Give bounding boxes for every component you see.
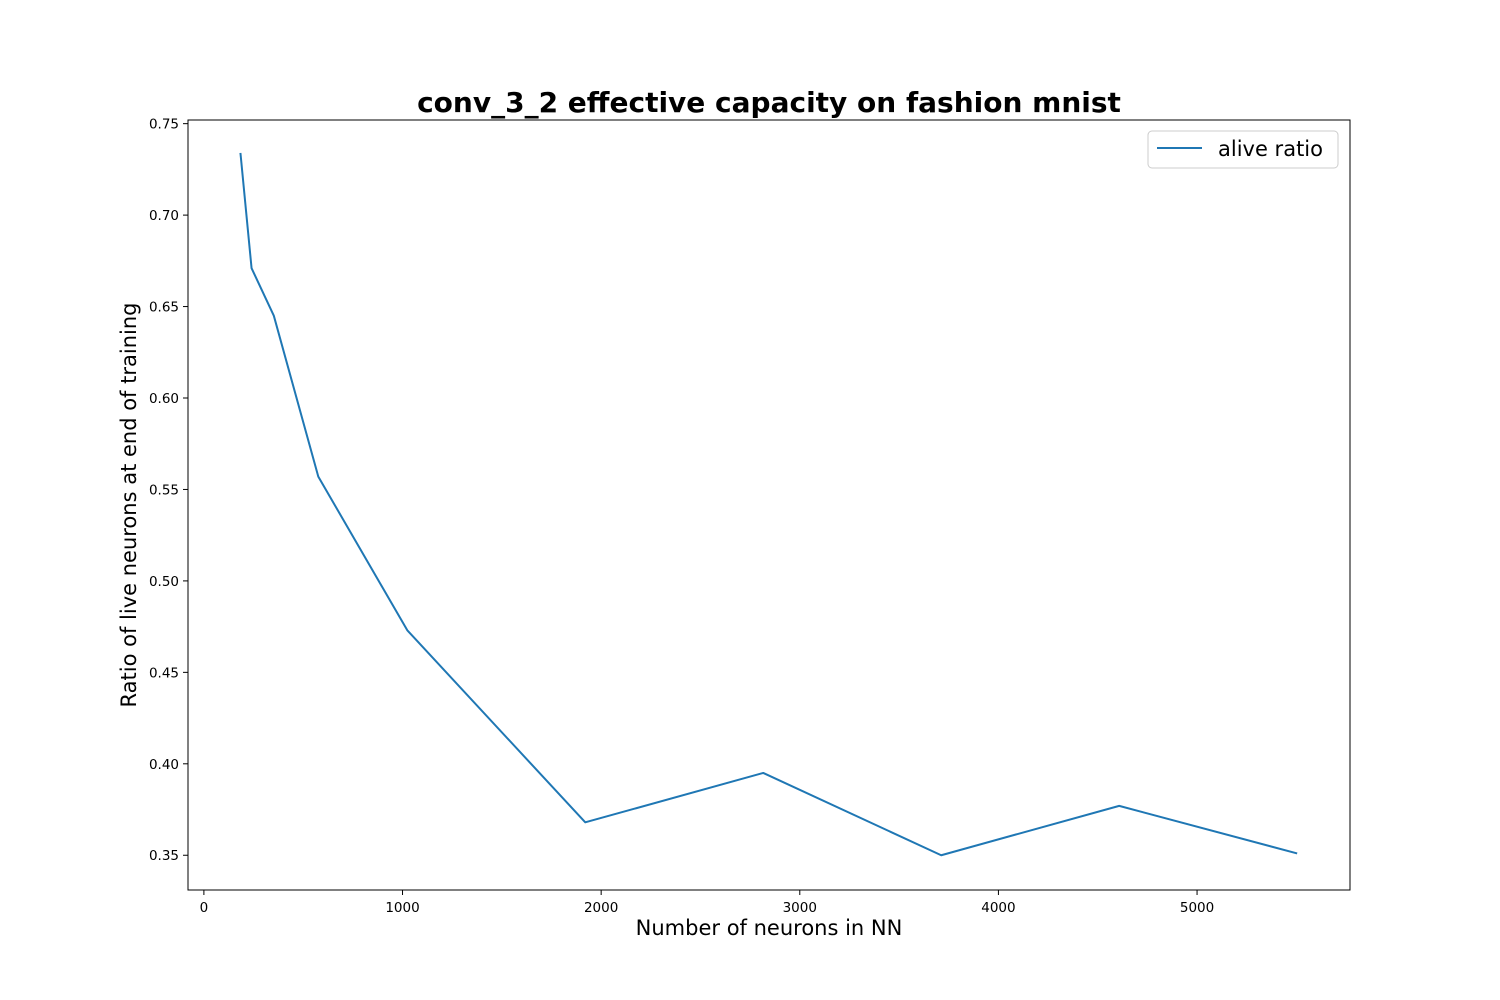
y-tick-label: 0.40 <box>149 757 179 773</box>
axes-frame <box>187 119 1351 891</box>
y-axis-label: Ratio of live neurons at end of training <box>117 303 141 708</box>
x-tick-label: 5000 <box>1180 900 1214 916</box>
y-tick-label: 0.45 <box>149 665 179 681</box>
x-tick-label: 4000 <box>981 900 1015 916</box>
y-tick-label: 0.70 <box>149 208 179 224</box>
x-tick-label: 3000 <box>783 900 817 916</box>
y-tick-label: 0.60 <box>149 391 179 407</box>
series-line-alive-ratio <box>239 152 1298 857</box>
y-tick-label: 0.75 <box>149 117 179 133</box>
legend: alive ratio <box>1147 130 1339 169</box>
plot-area: 0 1000 2000 3000 4000 5000 0.35 0.40 0.45 0.50 0.5… <box>149 117 1351 916</box>
y-tick-label: 0.55 <box>149 482 179 498</box>
y-tick-label: 0.65 <box>149 300 179 316</box>
y-tick-label: 0.50 <box>149 574 179 590</box>
x-tick-label: 2000 <box>584 900 618 916</box>
legend-box <box>1147 130 1339 169</box>
x-tick-label: 0 <box>200 900 209 916</box>
legend-label-alive-ratio: alive ratio <box>1218 137 1323 161</box>
y-tick-label: 0.35 <box>149 848 179 864</box>
x-tick-label: 1000 <box>385 900 419 916</box>
chart-title: conv_3_2 effective capacity on fashion m… <box>417 86 1121 119</box>
x-axis-label: Number of neurons in NN <box>636 916 903 940</box>
